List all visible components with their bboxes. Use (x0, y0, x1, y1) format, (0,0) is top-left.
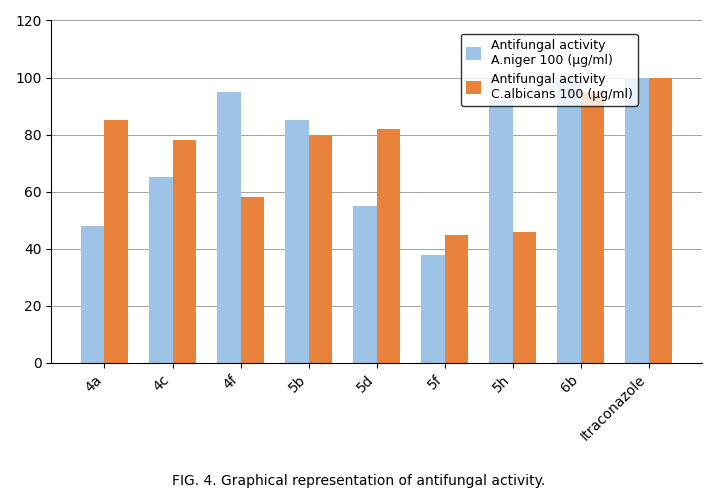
Bar (285, 121, 308, 363)
Bar (105, 121, 128, 363)
Bar (581, 92, 604, 363)
Bar (240, 197, 265, 363)
Legend: Antifungal activity
A.niger 100 (μg/ml), Antifungal activity
C.albicans 100 (μg/: Antifungal activity A.niger 100 (μg/ml),… (461, 33, 638, 106)
Bar (421, 254, 445, 363)
Bar (81, 226, 105, 363)
Bar (376, 129, 400, 363)
Bar (148, 177, 173, 363)
Bar (625, 78, 649, 363)
Bar (445, 235, 468, 363)
Bar (217, 92, 240, 363)
Bar (353, 206, 376, 363)
Bar (557, 81, 581, 363)
Text: FIG. 4. Graphical representation of antifungal activity.: FIG. 4. Graphical representation of anti… (172, 474, 545, 488)
Bar (173, 140, 196, 363)
Bar (308, 134, 333, 363)
Bar (489, 101, 513, 363)
Bar (513, 232, 536, 363)
Bar (649, 78, 673, 363)
